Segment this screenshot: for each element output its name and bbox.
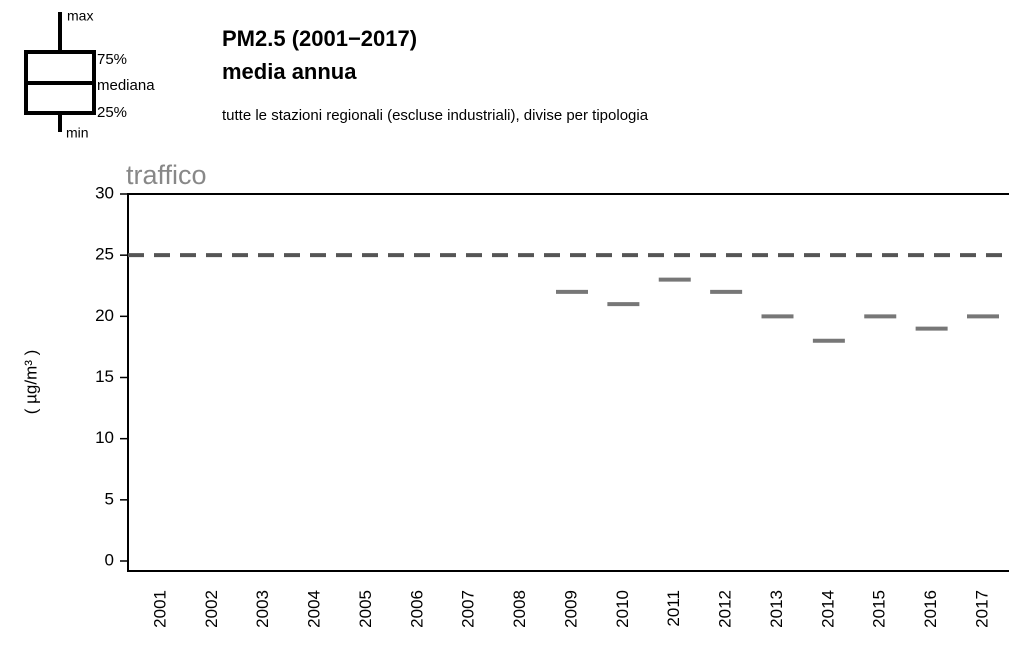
legend-label: mediana bbox=[97, 77, 155, 94]
x-tick-label: 2004 bbox=[305, 590, 324, 628]
x-tick-label: 2007 bbox=[459, 590, 478, 628]
x-tick-label: 2002 bbox=[202, 590, 221, 628]
x-tick-label: 2003 bbox=[253, 590, 272, 628]
y-tick-label: 15 bbox=[95, 367, 114, 386]
y-axis-label: ( µg/m³ ) bbox=[21, 350, 40, 415]
x-tick-label: 2010 bbox=[613, 590, 632, 628]
legend-label: 25% bbox=[97, 104, 127, 121]
y-tick-label: 30 bbox=[95, 183, 114, 202]
x-tick-label: 2013 bbox=[767, 590, 786, 628]
x-tick-label: 2008 bbox=[510, 590, 529, 628]
legend-label: max bbox=[67, 8, 93, 24]
x-tick-label: 2001 bbox=[150, 590, 169, 628]
x-tick-label: 2016 bbox=[921, 590, 940, 628]
panel-label: traffico bbox=[126, 160, 207, 190]
x-tick-label: 2011 bbox=[664, 590, 683, 627]
y-tick-label: 5 bbox=[105, 489, 114, 508]
x-tick-label: 2015 bbox=[870, 590, 889, 628]
x-tick-label: 2017 bbox=[972, 590, 991, 628]
legend-icon bbox=[24, 12, 96, 132]
x-tick-label: 2012 bbox=[716, 590, 735, 628]
chart-note: tutte le stazioni regionali (escluse ind… bbox=[222, 107, 649, 124]
x-tick-label: 2009 bbox=[561, 590, 580, 628]
x-tick-label: 2005 bbox=[356, 590, 375, 628]
chart-title: PM2.5 (2001−2017) bbox=[222, 26, 417, 51]
plot-frame bbox=[127, 193, 1009, 572]
x-tick-label: 2006 bbox=[407, 590, 426, 628]
y-tick-label: 20 bbox=[95, 306, 114, 325]
legend-label: 75% bbox=[97, 51, 127, 68]
x-tick-label: 2014 bbox=[818, 590, 837, 628]
y-tick-label: 0 bbox=[105, 550, 114, 569]
y-tick-label: 10 bbox=[95, 428, 114, 447]
legend-label: min bbox=[66, 125, 89, 141]
y-tick-label: 25 bbox=[95, 245, 114, 264]
chart-subtitle: media annua bbox=[222, 59, 357, 84]
